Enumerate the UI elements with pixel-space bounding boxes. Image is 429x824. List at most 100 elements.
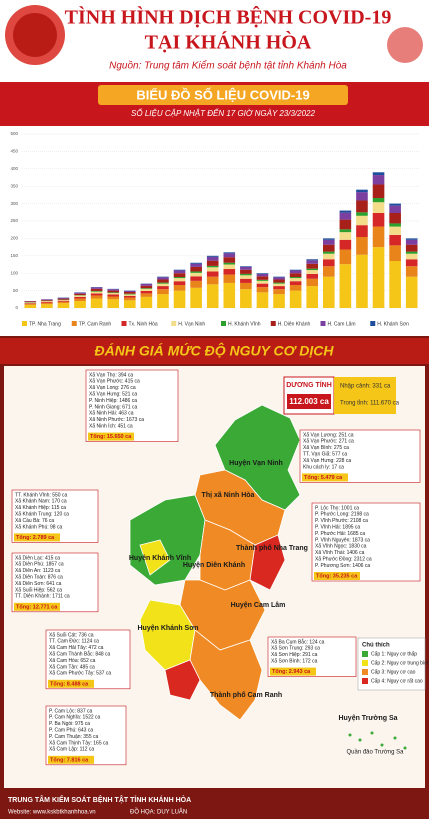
bar-segment (406, 254, 418, 260)
commune-line: Xã Khánh Phú: 98 ca (15, 524, 62, 530)
bar-segment (141, 297, 153, 308)
district-label: Huyện Vạn Ninh (229, 460, 283, 467)
legend-swatch (122, 321, 127, 326)
legend-label: Cấp 4: Nguy cơ rất cao (371, 678, 423, 684)
commune-line: Xã Vĩnh Thái: 1406 ca (315, 550, 365, 556)
import-cases: Nhập cảnh: 331 ca (340, 384, 391, 390)
commune-line: P. Lộc Thọ: 1001 ca (315, 505, 359, 511)
bar-segment (257, 276, 269, 279)
commune-line: P. Ba Ngòi: 975 ca (49, 721, 90, 727)
commune-line: Xã Ninh Ích: 451 ca (89, 423, 133, 430)
bar-segment (58, 298, 70, 299)
source: Nguồn: Trung tâm Kiểm soát bệnh tật tỉnh… (109, 60, 347, 72)
bar-segment (174, 270, 186, 271)
bar-segment (356, 192, 368, 200)
bar-segment (223, 257, 235, 263)
bar-segment (306, 260, 318, 263)
legend-swatch (321, 321, 326, 326)
y-tick-label: 400 (10, 166, 18, 171)
bar-segment (323, 245, 335, 252)
bar-segment (290, 281, 302, 285)
bar-segment (58, 300, 70, 301)
bar-segment (257, 284, 269, 287)
district-total: Tổng: 12.771 ca (16, 603, 58, 610)
bar-segment (373, 213, 385, 227)
bar-segment (141, 291, 153, 293)
district-total: Tổng: 2.943 ca (272, 668, 311, 675)
bar-segment (74, 294, 86, 295)
bar-segment (406, 259, 418, 266)
local-cases: Trong tỉnh: 111.670 ca (340, 400, 400, 407)
commune-line: Xã Diên Phú: 1857 ca (15, 562, 64, 568)
commune-line: Xã Vạn Thọ: 394 ca (89, 372, 133, 378)
commune-line: Xã Cam Lập: 112 ca (49, 747, 94, 753)
bar-segment (273, 283, 285, 284)
footer-website: Website: www.kskbtkhanhhoa.vn (8, 810, 96, 816)
bar-segment (91, 291, 103, 292)
bar-segment (290, 291, 302, 308)
bar-segment (91, 292, 103, 294)
bar-segment (157, 277, 169, 279)
bar-segment (223, 269, 235, 275)
commune-line: P. Cam Phú: 643 ca (49, 728, 93, 734)
bar-segment (273, 277, 285, 279)
bar-segment (91, 293, 103, 295)
bar-segment (323, 254, 335, 260)
map-title: ĐÁNH GIÁ MỨC ĐỘ NGUY CƠ DỊCH (94, 342, 334, 359)
bar-segment (406, 277, 418, 308)
bar-segment (24, 304, 36, 305)
bar-segment (240, 279, 252, 283)
bar-segment (273, 286, 285, 289)
bar-segment (174, 277, 186, 278)
bar-segment (323, 240, 335, 245)
bar-segment (190, 281, 202, 288)
commune-line: P. Phương Sơn: 1406 ca (315, 563, 370, 569)
footer-design: ĐỒ HỌA: DUY LUÂN (130, 809, 187, 816)
bar-segment (356, 255, 368, 308)
commune-line: Xã Diên An: 1123 ca (15, 568, 60, 574)
bar-segment (207, 284, 219, 308)
commune-line: Xã Suối Cát: 736 ca (49, 632, 94, 638)
legend-swatch (362, 651, 368, 657)
legend-swatch (370, 321, 375, 326)
bar-segment (190, 271, 202, 272)
bar-segment (174, 273, 186, 277)
commune-line: P. Phước Hải: 1685 ca (315, 531, 365, 537)
y-tick-label: 50 (13, 288, 19, 293)
bar-segment (58, 299, 70, 300)
district-label: Thành phố Nha Trang (236, 544, 308, 552)
bar-segment (406, 245, 418, 252)
commune-line: P. Vĩnh Phước: 2108 ca (315, 518, 368, 524)
commune-line: Xã Vạn Phước: 271 ca (303, 439, 354, 445)
bar-segment (290, 277, 302, 278)
y-tick-label: 350 (10, 183, 18, 188)
bar-segment (340, 250, 352, 265)
commune-line: Xã Vạn Bình: 275 ca (303, 445, 349, 451)
chart-subtitle: SỐ LIỆU CẬP NHẬT ĐẾN 17 GIỜ NGÀY 23/3/20… (131, 109, 315, 118)
legend-swatch (271, 321, 276, 326)
district-total: Tổng: 8.488 ca (50, 680, 89, 687)
bar-segment (306, 270, 318, 274)
bar-segment (91, 289, 103, 291)
bar-segment (340, 213, 352, 220)
commune-line: Xã Ninh Phước: 1673 ca (89, 417, 144, 423)
commune-line: Xã Cam Phước Tây: 537 ca (49, 671, 111, 677)
bar-segment (207, 267, 219, 271)
bar-segment (74, 299, 86, 301)
bar-segment (323, 259, 335, 266)
bar-segment (207, 277, 219, 285)
bar-segment (356, 216, 368, 225)
bar-segment (107, 289, 119, 290)
bar-segment (290, 285, 302, 291)
district-total: Tổng: 5.479 ca (304, 474, 343, 481)
bar-segment (74, 297, 86, 299)
bar-segment (91, 287, 103, 288)
bar-segment (41, 301, 53, 302)
bar-segment (223, 275, 235, 283)
title-line2: TẠI KHÁNH HÒA (145, 30, 312, 54)
district-total: Tổng: 7.816 ca (50, 756, 89, 763)
bar-segment (107, 293, 119, 294)
commune-line: Xã Vạn Lương: 251 ca (303, 432, 354, 438)
district-total: Tổng: 35.235 ca (316, 572, 358, 579)
